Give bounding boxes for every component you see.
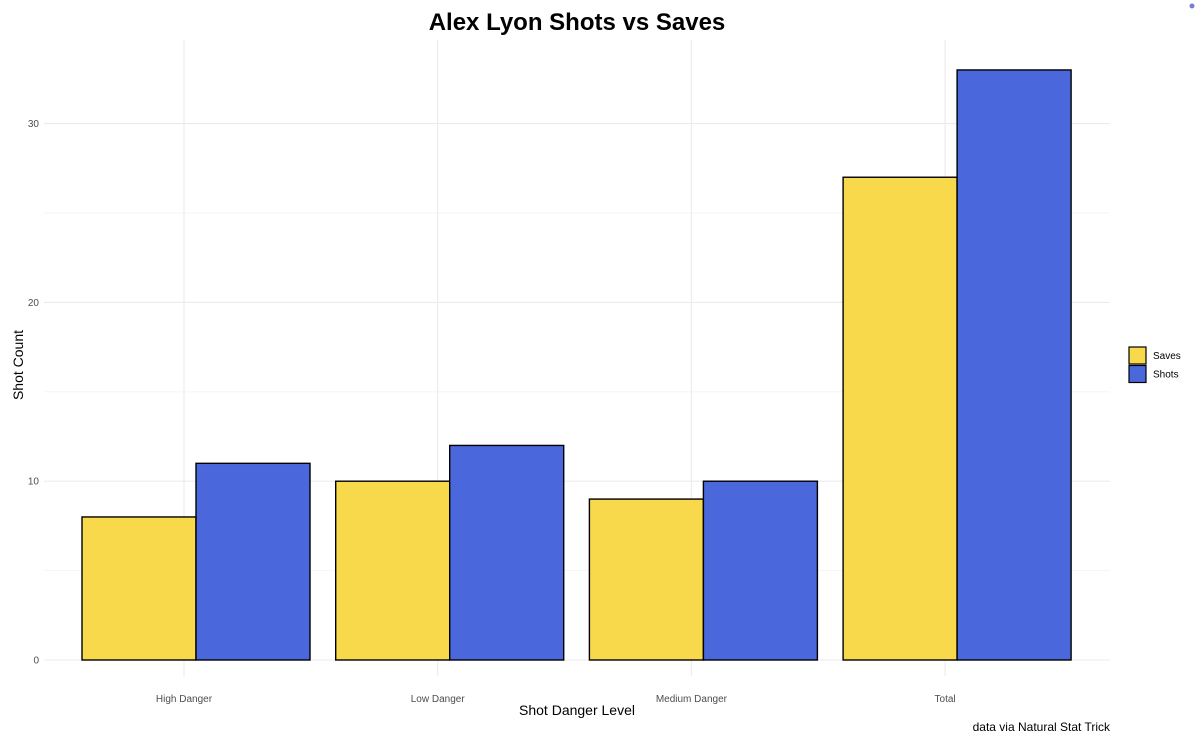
legend-key-saves [1128,346,1147,365]
x-tick-label: High Danger [156,694,213,705]
legend-label-saves: Saves [1153,351,1181,362]
bar-shots-low-danger [449,444,565,661]
axis-ticks: 0 10 20 30 High Danger Low Danger Medium Dange… [28,119,956,705]
bar-shots-high-danger [195,462,311,661]
y-tick-label: 30 [28,119,40,130]
y-tick-label: 20 [28,298,40,309]
y-axis-title: Shot Count [10,330,26,400]
x-axis-title: Shot Danger Level [519,702,635,718]
corner-dot [1189,3,1195,9]
legend-label-shots: Shots [1153,370,1179,381]
legend: Saves Shots [1128,346,1181,384]
y-tick-label: 10 [28,477,40,488]
chart-title: Alex Lyon Shots vs Saves [429,9,726,36]
bar-saves-medium-danger [588,498,705,661]
bar-saves-total [842,176,958,661]
bar-shots-medium-danger [702,480,819,661]
y-tick-label: 0 [33,656,39,667]
bars [81,69,1072,661]
legend-key-shots [1128,364,1147,384]
x-tick-label: Low Danger [411,694,466,705]
x-tick-label: Total [935,694,956,705]
caption: data via Natural Stat Trick [973,720,1111,734]
x-tick-label: Medium Danger [656,694,728,705]
bar-shots-total [956,69,1072,661]
bar-saves-low-danger [335,480,451,661]
bar-saves-high-danger [81,516,197,661]
